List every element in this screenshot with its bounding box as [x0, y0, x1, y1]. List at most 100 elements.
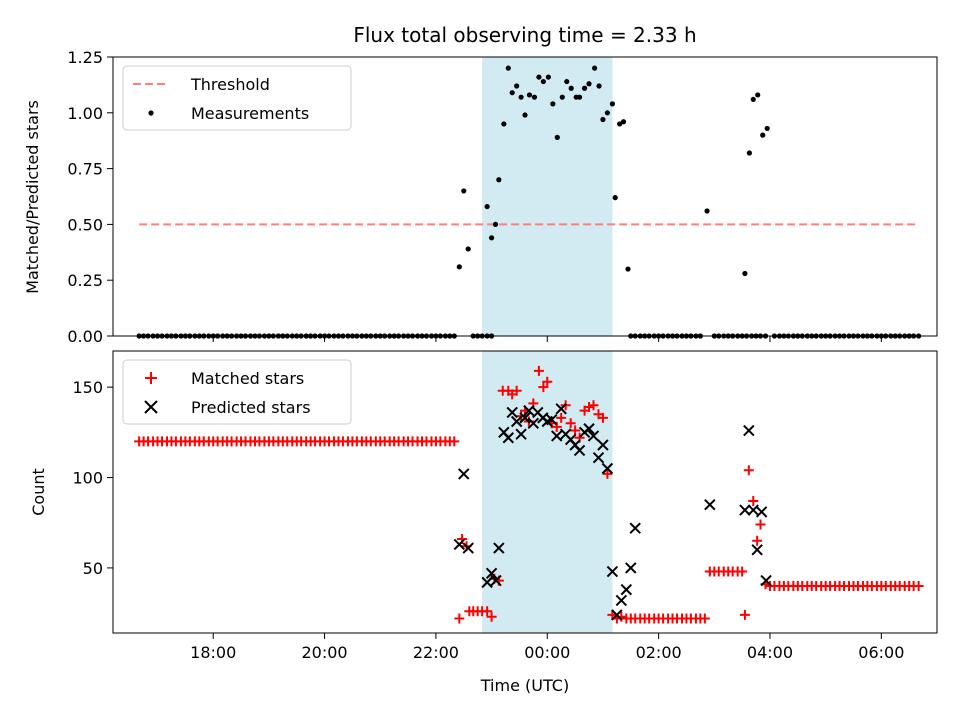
measurement-point — [576, 94, 583, 100]
matched-star-point — [584, 402, 595, 413]
matched-star-point — [752, 535, 763, 546]
predicted-star-point — [743, 424, 755, 437]
predicted-star-point — [481, 576, 493, 589]
legend-measurement-swatch — [148, 110, 154, 116]
y-tick-label: 0.00 — [67, 327, 103, 346]
predicted-star-point — [592, 451, 605, 464]
legend-label: Threshold — [190, 75, 270, 94]
measurement-point — [746, 150, 752, 156]
measurement-point — [620, 119, 627, 125]
y-axis-label-ratio: Matched/Predicted stars — [23, 100, 42, 294]
measurement-point — [505, 65, 511, 71]
measurement-point — [591, 65, 598, 71]
matched-star-point — [454, 613, 465, 624]
measurement-point — [612, 195, 618, 201]
predicted-star-point — [458, 468, 470, 480]
measurement-point — [625, 266, 631, 272]
matched-star-point — [913, 581, 924, 591]
y-tick-label: 0.25 — [67, 271, 103, 290]
count-panel: 50 100 150 18:00 20:00 22:00 00:00 02:00 04:00 06… — [29, 350, 938, 695]
measurement-point — [581, 85, 588, 91]
observing-window-shade — [482, 57, 613, 336]
measurement-point — [531, 94, 538, 100]
x-tick-label: 06:00 — [858, 643, 904, 662]
legend-box — [122, 65, 352, 131]
predicted-star-point — [629, 522, 641, 534]
predicted-star-point — [751, 544, 763, 556]
measurement-point — [501, 121, 507, 127]
ratio-legend: Threshold Measurements — [122, 65, 352, 131]
matched-star-point — [699, 613, 710, 624]
measurement-point — [522, 112, 528, 118]
legend-label: Predicted stars — [191, 398, 311, 417]
measurement-point — [750, 96, 756, 103]
predicted-star-point — [739, 504, 751, 516]
y-tick-label: 100 — [72, 469, 103, 488]
x-tick-label: 18:00 — [190, 643, 236, 662]
predicted-star-point — [462, 542, 474, 554]
measurement-point — [484, 203, 490, 210]
measurement-point — [514, 83, 520, 89]
legend-matched-swatch — [145, 372, 157, 384]
y-axis-ticks: 0.00 0.25 0.50 0.75 1.00 1.25 — [67, 48, 882, 346]
measurement-point — [600, 116, 606, 123]
legend-box — [122, 359, 352, 425]
ratio-axes-frame — [112, 56, 938, 337]
predicted-star-point — [527, 417, 540, 430]
predicted-star-point — [620, 583, 633, 596]
matched-star-point — [511, 385, 522, 396]
predicted-star-point — [573, 444, 586, 457]
predicted-star-point — [583, 423, 595, 435]
observing-window-shade — [482, 351, 613, 633]
predicted-star-point — [506, 406, 518, 419]
x-tick-label: 04:00 — [747, 643, 793, 662]
measurement-point — [609, 101, 616, 107]
measurement-point — [760, 132, 766, 138]
measurement-point — [742, 270, 748, 277]
predicted-star-point — [502, 432, 515, 444]
predicted-star-point — [555, 403, 567, 415]
matched-star-point — [748, 496, 759, 507]
measurement-point — [492, 221, 499, 227]
matched-star-point — [739, 609, 750, 620]
matched-star-point — [542, 376, 553, 387]
measurement-point — [526, 92, 533, 98]
y-axis-label-count: Count — [29, 468, 48, 516]
measurement-point — [461, 188, 467, 194]
predicted-star-point — [597, 439, 609, 451]
measurement-point — [465, 246, 471, 252]
predicted-star-point — [519, 412, 531, 424]
matched-star-point — [533, 365, 544, 376]
matched-star-point — [482, 606, 493, 617]
legend-predicted-swatch — [144, 400, 158, 414]
measurement-point — [496, 177, 502, 183]
x-tick-label: 20:00 — [302, 643, 348, 662]
predicted-star-point — [747, 504, 759, 516]
measurement-point — [586, 81, 592, 87]
legend-label: Measurements — [191, 104, 309, 123]
y-tick-label: 150 — [72, 378, 103, 397]
measurement-point — [540, 78, 546, 85]
measurement-point — [564, 78, 570, 85]
legend-label: Matched stars — [191, 369, 304, 388]
measurement-point — [518, 94, 524, 100]
predicted-star-point — [755, 506, 768, 518]
measurement-point — [545, 74, 551, 80]
count-legend: Matched stars Predicted stars — [122, 359, 352, 425]
predicted-star-point — [615, 594, 628, 607]
y-tick-label: 1.00 — [67, 104, 103, 123]
measurement-point — [536, 74, 542, 80]
measurement-point — [456, 264, 462, 270]
measurement-point — [488, 235, 495, 241]
x-tick-label: 00:00 — [524, 643, 570, 662]
predicted-star-point — [546, 413, 558, 426]
predicted-star-point — [485, 567, 498, 580]
axis-ticks: 50 100 150 18:00 20:00 22:00 00:00 02:00 04:00 06… — [72, 378, 904, 662]
predicted-star-point — [625, 562, 637, 574]
matched-star-point — [486, 611, 497, 622]
matched-star-point — [602, 468, 613, 479]
measurement-point — [704, 208, 710, 214]
x-tick-label: 22:00 — [413, 643, 459, 662]
matched-star-point — [556, 412, 567, 423]
predicted-star-point — [510, 415, 523, 428]
